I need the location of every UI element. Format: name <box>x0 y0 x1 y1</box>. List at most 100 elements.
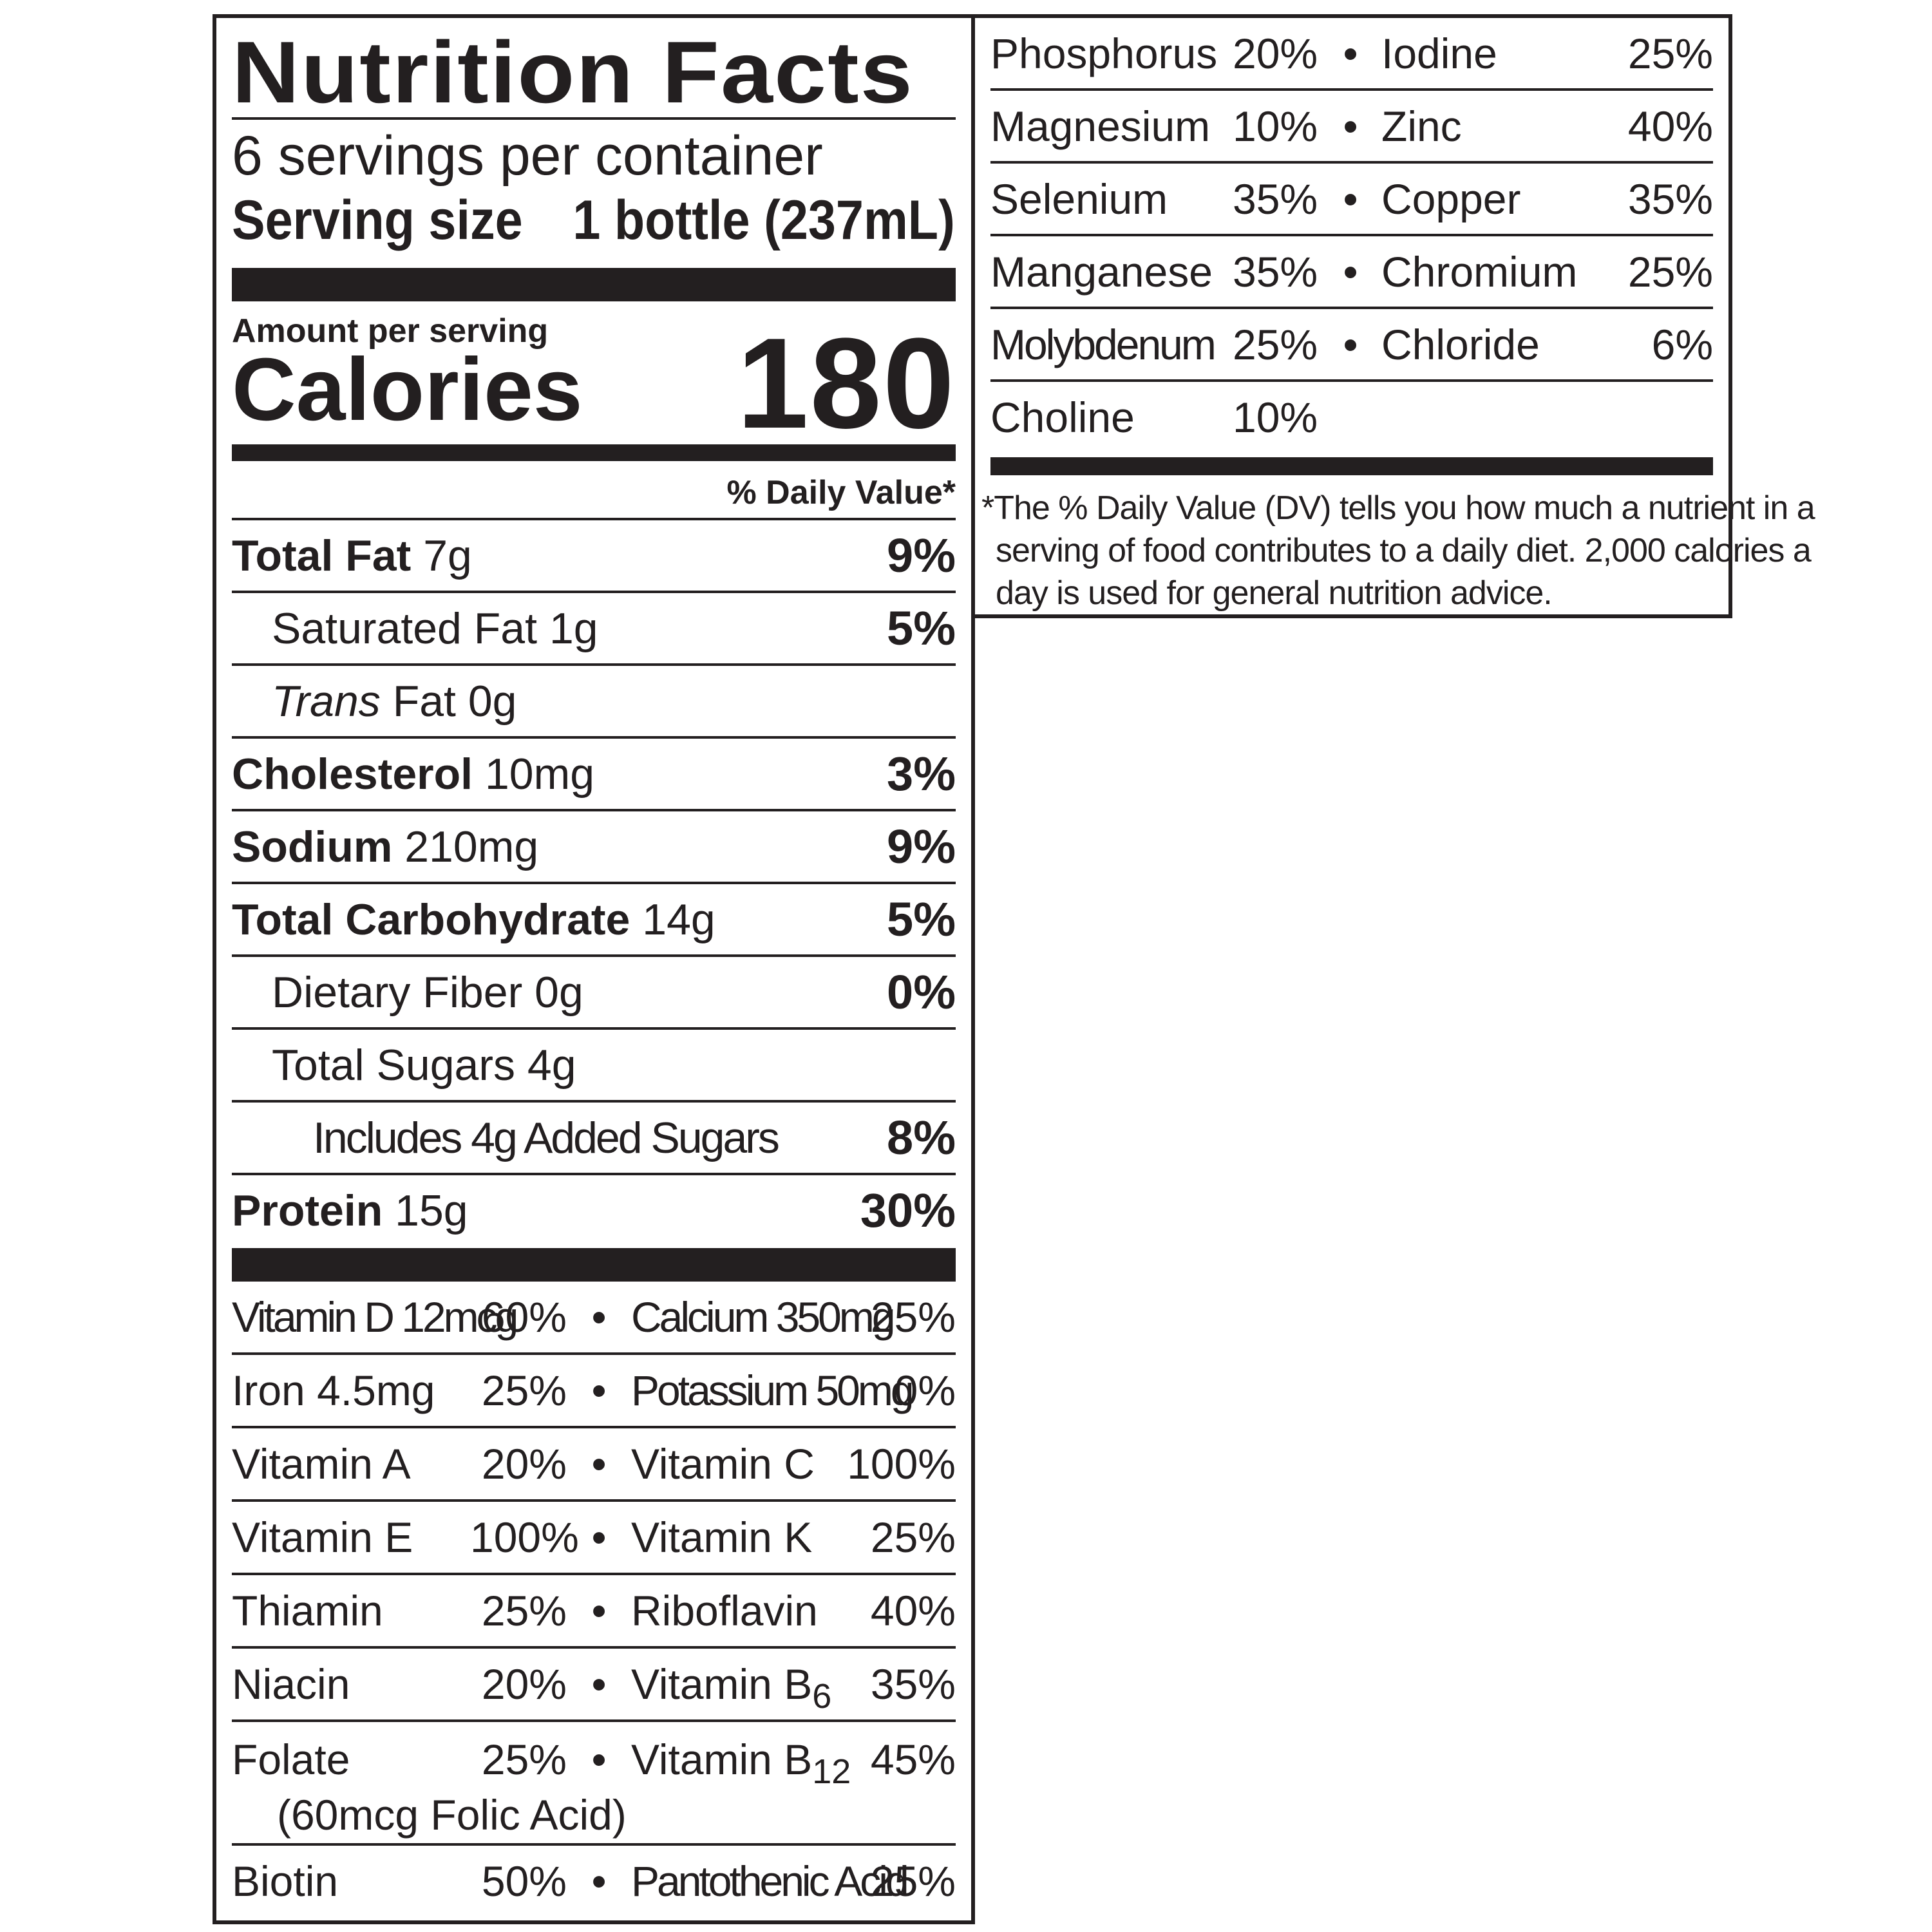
mineral-name: Iodine <box>1381 29 1497 77</box>
nutrient-name: Cholesterol <box>232 749 473 799</box>
bullet-icon: • <box>591 1513 607 1561</box>
servings-per-container: 6 servings per container <box>232 125 823 187</box>
mineral-name: Chromium <box>1381 247 1578 296</box>
vitamin-name: Potassium 50mg <box>631 1367 914 1414</box>
bullet-icon: • <box>591 1293 607 1341</box>
mineral-row: Choline 10% <box>990 382 1713 452</box>
mineral-name: Manganese <box>990 247 1213 296</box>
nutrient-dv: 30% <box>860 1184 956 1237</box>
mineral-dv: 35% <box>1627 175 1713 223</box>
bullet-icon: • <box>1343 320 1358 368</box>
vitamin-dv: 40% <box>870 1587 956 1634</box>
vitamin-name: Iron 4.5mg <box>232 1367 435 1414</box>
vitamin-row: Folate (60mcg Folic Acid) 25% • Vitamin B… <box>232 1722 956 1846</box>
nutrient-amount: 14g <box>642 895 715 944</box>
daily-value-footnote: *The % Daily Value (DV) tells you how mu… <box>981 487 1815 614</box>
nutrient-dv: 0% <box>887 965 956 1019</box>
serving-size-label: Serving size <box>232 189 523 251</box>
nutrient-amount: 0g <box>535 967 583 1017</box>
nutrient-name: Includes 4g Added Sugars <box>313 1113 780 1162</box>
nutrient-dv: 5% <box>887 601 956 655</box>
mineral-dv: 40% <box>1627 102 1713 150</box>
bullet-icon: • <box>591 1736 607 1783</box>
nutrient-row-total-fat: Total Fat 7g 9% <box>232 520 956 593</box>
vitamin-name: Riboflavin <box>631 1587 818 1634</box>
nutrient-row-protein: Protein 15g 30% <box>232 1175 956 1245</box>
vitamin-dv: 25% <box>481 1587 567 1634</box>
nutrient-name: Fat <box>392 676 456 726</box>
vitamin-name: Pantothenic Acid <box>631 1857 909 1905</box>
vitamin-row: Iron 4.5mg 25% • Potassium 50mg 0% <box>232 1355 956 1428</box>
vitamin-row: Vitamin E 100% • Vitamin K 25% <box>232 1502 956 1575</box>
vitamin-dv: 25% <box>870 1293 956 1341</box>
nutrient-row-total-carbohydrate: Total Carbohydrate 14g 5% <box>232 884 956 957</box>
divider <box>232 117 956 120</box>
vitamin-name: Thiamin <box>232 1587 383 1634</box>
medium-divider <box>232 444 956 461</box>
vitamin-name: Vitamin D 12mcg <box>232 1293 518 1341</box>
nutrient-name: Total Fat <box>232 531 412 580</box>
vitamin-row: Vitamin A 20% • Vitamin C 100% <box>232 1428 956 1502</box>
bullet-icon: • <box>1343 102 1358 150</box>
nutrient-row-added-sugars: Includes 4g Added Sugars 8% <box>232 1103 956 1175</box>
vitamin-dv: 20% <box>481 1660 567 1708</box>
footnote-line: day is used for general nutrition advice… <box>996 574 1553 612</box>
mineral-dv: 10% <box>1233 102 1318 150</box>
nutrient-amount: 15g <box>395 1186 468 1235</box>
bullet-icon: • <box>1343 29 1358 77</box>
nutrient-dv: 9% <box>887 820 956 873</box>
nutrient-row-saturated-fat: Saturated Fat 1g 5% <box>232 593 956 666</box>
nutrient-name: Saturated Fat <box>272 603 538 653</box>
vitamin-dv: 0% <box>894 1367 956 1414</box>
vitamin-dv: 100% <box>470 1513 579 1561</box>
nutrient-dv: 9% <box>887 529 956 582</box>
nutrient-dv: 3% <box>887 747 956 800</box>
bullet-icon: • <box>591 1660 607 1708</box>
vitamin-name: Niacin <box>232 1660 350 1708</box>
vitamin-name: Vitamin A <box>232 1440 411 1488</box>
nutrient-row-total-sugars: Total Sugars 4g <box>232 1030 956 1103</box>
mineral-dv: 25% <box>1627 29 1713 77</box>
minerals-panel: Phosphorus 20% • Iodine 25% Magnesium 10… <box>971 14 1815 618</box>
medium-divider <box>990 457 1713 475</box>
mineral-name: Chloride <box>1381 320 1540 368</box>
bullet-icon: • <box>591 1440 607 1488</box>
mineral-row: Selenium 35% • Copper 35% <box>990 164 1713 236</box>
label-title: Nutrition Facts <box>232 23 914 121</box>
mineral-row: Magnesium 10% • Zinc 40% <box>990 91 1713 164</box>
vitamin-row: Vitamin D 12mcg 60% • Calcium 350mg 25% <box>232 1282 956 1355</box>
amount-per-serving: Amount per serving <box>232 312 549 350</box>
nutrient-amount: 210mg <box>404 822 539 871</box>
mineral-dv: 20% <box>1233 29 1318 77</box>
bullet-icon: • <box>591 1857 607 1905</box>
nutrient-amount: 10mg <box>484 749 595 799</box>
nutrient-row-dietary-fiber: Dietary Fiber 0g 0% <box>232 957 956 1030</box>
mineral-name: Choline <box>990 393 1135 441</box>
nutrient-name-italic: Trans <box>272 676 381 726</box>
mineral-dv: 35% <box>1233 175 1318 223</box>
mineral-name: Molybdenum <box>990 320 1217 368</box>
bullet-icon: • <box>591 1587 607 1634</box>
vitamin-dv: 20% <box>481 1440 567 1488</box>
vitamin-subscript: 12 <box>812 1752 851 1791</box>
vitamin-name: Calcium 350mg <box>631 1293 896 1341</box>
vitamin-dv: 25% <box>870 1513 956 1561</box>
vitamin-name: Biotin <box>232 1857 339 1905</box>
vitamin-name: Vitamin C <box>631 1440 815 1488</box>
mineral-name: Phosphorus <box>990 29 1218 77</box>
vitamin-dv: 60% <box>481 1293 567 1341</box>
mineral-name: Selenium <box>990 175 1168 223</box>
nutrient-amount: 1g <box>549 603 598 653</box>
mineral-name: Zinc <box>1381 102 1462 150</box>
mineral-dv: 10% <box>1233 393 1318 441</box>
vitamin-dv: 25% <box>481 1367 567 1414</box>
vitamin-name: Vitamin K <box>631 1513 813 1561</box>
nutrient-name: Dietary Fiber <box>272 967 523 1017</box>
mineral-name: Magnesium <box>990 102 1211 150</box>
calories-value: 180 <box>737 312 956 455</box>
mineral-dv: 25% <box>1627 247 1713 296</box>
nutrient-name: Total Carbohydrate <box>232 895 630 944</box>
vitamin-dv: 35% <box>870 1660 956 1708</box>
thick-divider <box>232 268 956 301</box>
vitamin-name: Vitamin B6 <box>631 1660 832 1716</box>
